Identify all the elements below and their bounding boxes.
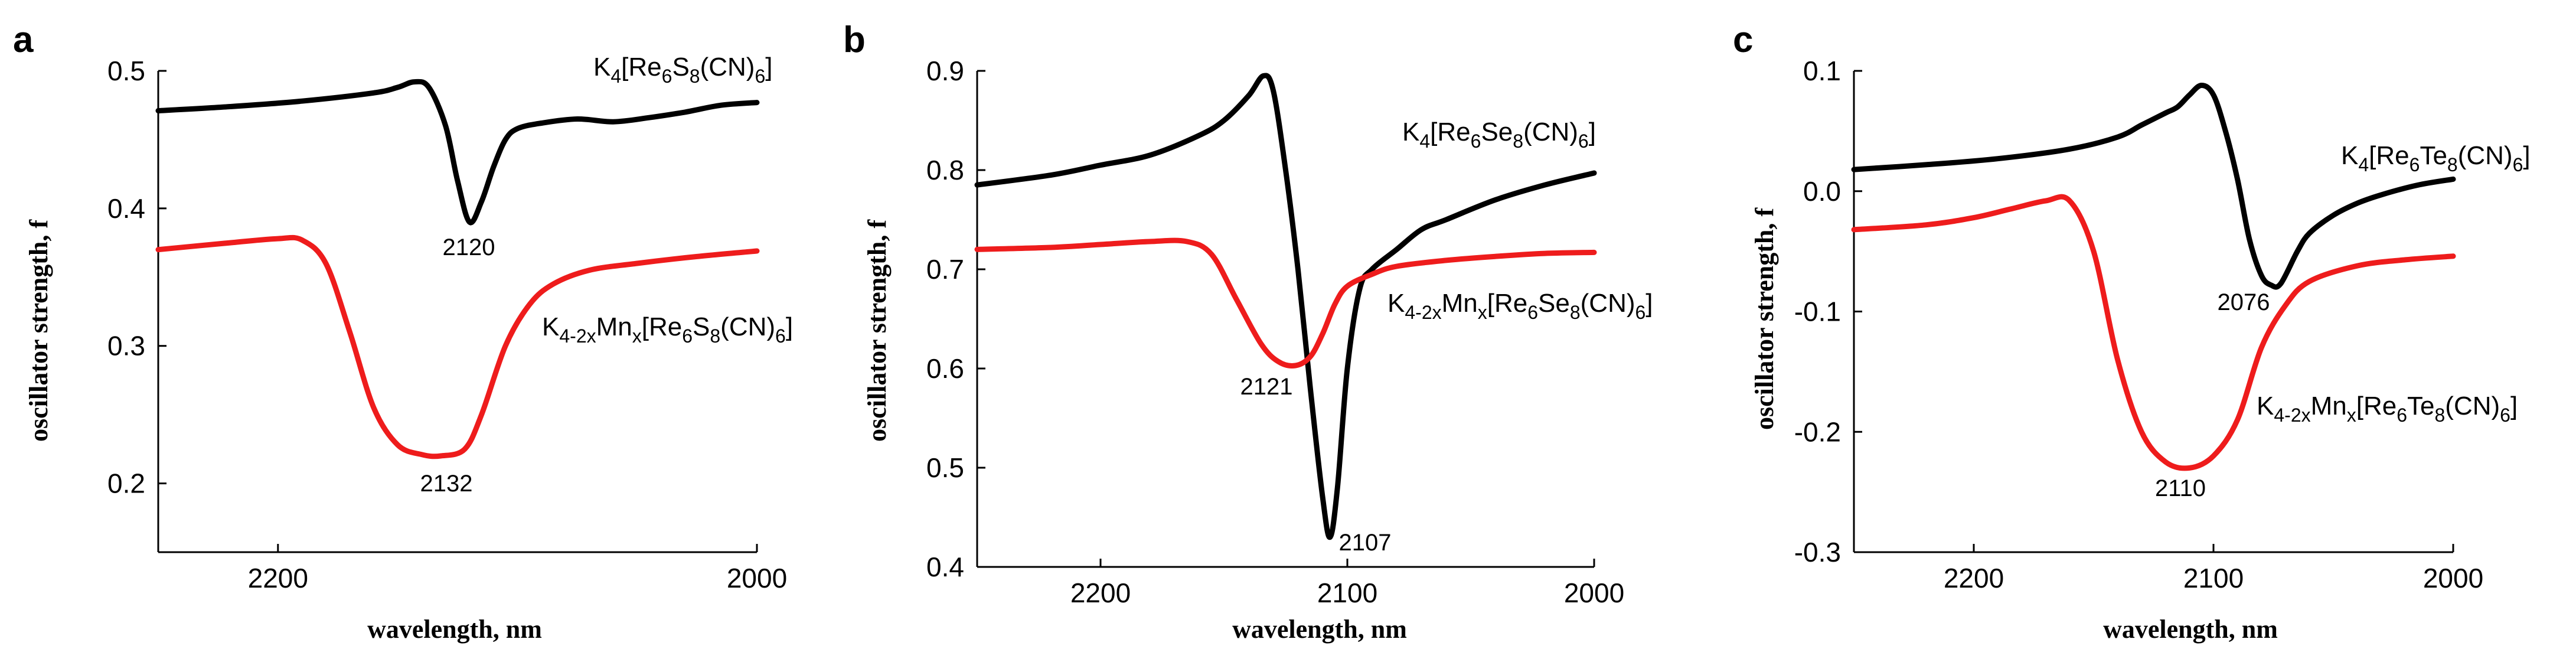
y-tick-label-b: 0.8	[926, 155, 964, 185]
series-label-c-pure: K4[Re6Te8(CN)6]	[2341, 141, 2531, 175]
series-label-a-pure: K4[Re6S8(CN)6]	[593, 53, 772, 87]
y-tick-label-b: 0.5	[926, 452, 964, 483]
series-line-c-pure	[1851, 83, 2456, 290]
y-tick-label-c: 0.1	[1803, 56, 1841, 86]
series-line-c-doped	[1851, 194, 2456, 471]
annotation-2110: 2110	[2155, 475, 2206, 501]
panel-letter-b: b	[843, 19, 866, 60]
panel-letter-c: c	[1733, 19, 1753, 60]
annotation-2120: 2120	[443, 234, 495, 260]
y-axis-title-a: oscillator strength, f	[24, 219, 53, 442]
x-tick-label-a: 2200	[248, 563, 308, 593]
y-tick-label-c: -0.2	[1794, 416, 1841, 447]
series-line-b-doped	[974, 237, 1597, 368]
series-line-a-pure	[155, 79, 760, 226]
x-axis-title-b: wavelength, nm	[1232, 615, 1407, 644]
y-axis-title-c: oscillator strength, f	[1750, 207, 1779, 430]
y-tick-label-c: 0.0	[1803, 176, 1841, 207]
y-tick-label-a: 0.4	[107, 193, 145, 224]
plot-area-c: -0.3 -0.2 -0.1 0.0 0.1 2200 2100 2000	[1794, 56, 2483, 593]
series-label-b-pure: K4[Re6Se8(CN)6]	[1402, 118, 1596, 152]
series-line-a-doped	[155, 234, 760, 459]
annotation-2107: 2107	[1339, 530, 1392, 556]
y-tick-label-a: 0.2	[107, 468, 145, 499]
y-tick-label-a: 0.3	[107, 331, 145, 361]
x-tick-label-c: 2100	[2183, 563, 2244, 593]
panel-letter-a: a	[13, 19, 34, 60]
panel-a: a oscillator strength, f wavelength, nm …	[13, 19, 793, 644]
x-tick-label-b: 2200	[1070, 578, 1131, 608]
annotation-2076: 2076	[2218, 289, 2270, 315]
y-tick-label-b: 0.9	[926, 56, 964, 86]
y-axis-title-b: oscillator strength, f	[863, 219, 892, 442]
x-tick-label-a: 2000	[727, 563, 787, 593]
plot-area-a: 0.2 0.3 0.4 0.5 2200 2000	[107, 56, 787, 593]
y-tick-label-b: 0.7	[926, 254, 964, 285]
x-axis-title-a: wavelength, nm	[367, 615, 542, 644]
x-tick-label-c: 2200	[1944, 563, 2004, 593]
y-tick-label-c: -0.1	[1794, 296, 1841, 327]
y-tick-label-b: 0.4	[926, 552, 964, 582]
panel-c: c oscillator strength, f wavelength, nm …	[1733, 19, 2531, 644]
annotation-2132: 2132	[420, 471, 473, 497]
panel-b: b oscillator strength, f wavelength, nm …	[843, 19, 1653, 644]
y-tick-label-b: 0.6	[926, 353, 964, 384]
annotation-2121: 2121	[1240, 374, 1293, 400]
x-tick-label-b: 2100	[1317, 578, 1377, 608]
series-label-a-doped: K4-2xMnx[Re6S8(CN)6]	[542, 312, 793, 347]
x-tick-label-c: 2000	[2423, 563, 2483, 593]
plot-area-b: 0.4 0.5 0.6 0.7 0.8 0.9 2200 2100 2000	[926, 56, 1624, 608]
series-label-b-doped: K4-2xMnx[Re6Se8(CN)6]	[1387, 289, 1653, 323]
series-line-b-pure	[974, 73, 1597, 540]
series-label-c-doped: K4-2xMnx[Re6Te8(CN)6]	[2257, 392, 2518, 426]
y-tick-label-a: 0.5	[107, 56, 145, 86]
y-tick-label-c: -0.3	[1794, 537, 1841, 568]
x-axis-title-c: wavelength, nm	[2103, 615, 2278, 644]
x-tick-label-b: 2000	[1564, 578, 1624, 608]
